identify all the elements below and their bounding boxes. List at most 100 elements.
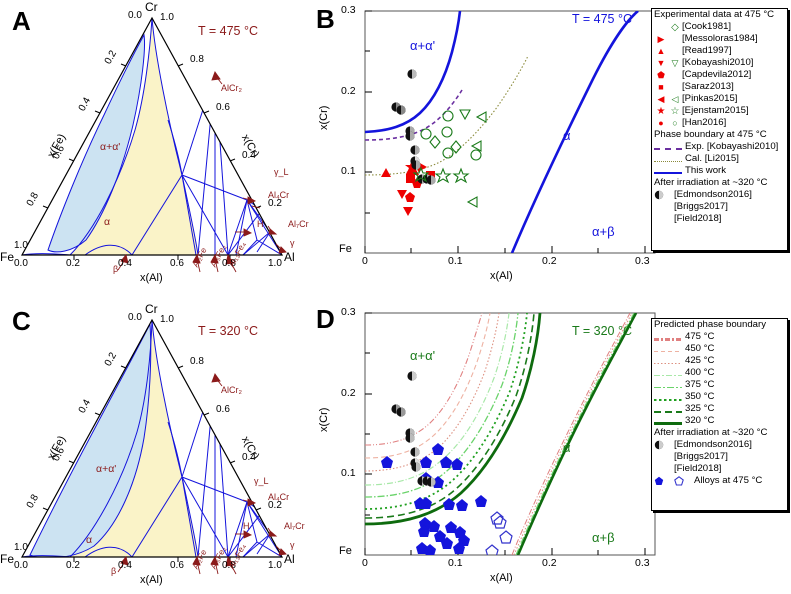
panel-d-plot [364, 312, 656, 556]
panel-a-temperature: T = 475 °C [198, 24, 259, 38]
panel-c-phase-h: H [243, 521, 250, 531]
legend-d-line-450[interactable]: 450 °C [652, 343, 787, 355]
legend-d-header-irradiation: After irradiation at ~320 °C [654, 427, 768, 438]
panel-a-phase-beta: β [113, 264, 119, 274]
legend-b-entry-capdevila2012[interactable]: ⬟ [Capdevila2012] [652, 69, 787, 81]
pentagon-filled-icon [654, 476, 674, 486]
panel-c-bottom-tick-3: 0.6 [170, 560, 184, 571]
panel-a-bottom-tick-4: 0.8 [222, 258, 236, 269]
legend-d-label-edmondson2016: [Edmondson2016] [674, 439, 752, 450]
half-circle-icon [654, 440, 674, 450]
panel-c-axis-xal: x(Al) [140, 574, 163, 586]
legend-d-line-475[interactable]: 475 °C [652, 331, 787, 343]
legend-b-label-edmondson2016: [Edmondson2016] [674, 189, 752, 200]
panel-a-corner-fe: Fe [0, 250, 15, 264]
legend-d-line-320[interactable]: 320 °C [652, 415, 787, 427]
panel-a-bottom-tick-5: 1.0 [268, 258, 282, 269]
legend-b-entry-kobayashi2010[interactable]: ▼ ▽ [Kobayashi2010] [652, 57, 787, 69]
panel-c-corner-cr: Cr [145, 302, 158, 316]
panel-b-ytick-0.2: 0.2 [341, 85, 356, 97]
legend-b-label-cal-li2015: Cal. [Li2015] [685, 153, 739, 164]
triangle-left-icon: ◀ [657, 93, 665, 104]
panel-c-right-tick-3: 0.2 [268, 500, 282, 511]
legend-b-header-phase-boundary: Phase boundary at 475 °C [654, 129, 767, 140]
panel-d-temperature: T = 320 °C [572, 324, 633, 338]
legend-b-entry-read1997[interactable]: ▲ [Read1997] [652, 45, 787, 57]
legend-b-entry-pinkas2015[interactable]: ◀ ◁ [Pinkas2015] [652, 93, 787, 105]
panel-b-xtick-0.1: 0.1 [448, 255, 463, 267]
panel-b-xtick-0: 0 [362, 255, 368, 267]
legend-d-entry-edmondson2016[interactable]: [Edmondson2016] [652, 439, 787, 451]
legend-b-entry-saraz2013[interactable]: ■ [Saraz2013] [652, 81, 787, 93]
legend-b-entry-field2018[interactable]: [Field2018] [652, 213, 787, 225]
legend-b-entry-briggs2017[interactable]: [Briggs2017] [652, 201, 787, 213]
legend-d-line-425[interactable]: 425 °C [652, 355, 787, 367]
legend-b-entry-ejenstam2015[interactable]: ★ ☆ [Ejenstam2015] [652, 105, 787, 117]
panel-b-xlabel: x(Al) [490, 270, 513, 282]
panel-d-region-alpha-prime: α+α' [410, 348, 436, 363]
legend-b-label-messoloras1984: [Messoloras1984] [682, 33, 758, 44]
panel-c-right-tick-2: 0.4 [242, 452, 256, 463]
panel-b-legend: Experimental data at 475 °C ◇ [Cook1981]… [651, 8, 788, 251]
panel-d-region-alpha: α [563, 440, 571, 455]
pentagon-open-icon [674, 476, 694, 486]
legend-b-label-briggs2017: [Briggs2017] [674, 201, 728, 212]
panel-a-right-tick-3: 0.2 [268, 198, 282, 209]
panel-b-xtick-0.2: 0.2 [542, 255, 557, 267]
panel-a-phase-gamma-l: γ_L [274, 167, 289, 177]
legend-b-label-ejenstam2015: [Ejenstam2015] [682, 105, 749, 116]
panel-c-phase-gamma: γ [290, 540, 295, 550]
triangle-down-icon: ▼ [656, 58, 666, 68]
legend-b-line-this-work[interactable]: This work [652, 165, 787, 177]
panel-a-right-tick-2: 0.4 [242, 150, 256, 161]
panel-c-bottom-tick-1: 0.2 [66, 560, 80, 571]
legend-d-line-325[interactable]: 325 °C [652, 403, 787, 415]
panel-b-region-alpha-prime: α+α' [410, 38, 436, 53]
panel-c-top-tick-1: 1.0 [160, 314, 174, 325]
legend-d-entry-alloys[interactable]: Alloys at 475 °C [652, 475, 787, 487]
legend-d-label-375: 375 °C [685, 379, 715, 390]
panel-d-ytick-0.1: 0.1 [341, 467, 356, 479]
legend-d-line-375[interactable]: 375 °C [652, 379, 787, 391]
panel-d-region-alpha-beta: α+β [592, 530, 615, 545]
panel-c-phase-alcr2: AlCr₂ [221, 385, 242, 395]
panel-a-top-tick-1: 1.0 [160, 12, 174, 23]
panel-a-phase-alcr2: AlCr₂ [221, 83, 242, 93]
panel-b-region-alpha: α [563, 128, 571, 143]
legend-b-header-experimental: Experimental data at 475 °C [654, 9, 775, 20]
legend-b-entry-han2016[interactable]: ● ○ [Han2016] [652, 117, 787, 129]
panel-b-scatter-475: B T = 475 °C [300, 0, 656, 292]
legend-b-label-han2016: [Han2016] [682, 117, 727, 128]
legend-b-label-capdevila2012: [Capdevila2012] [682, 69, 752, 80]
panel-d-legend: Predicted phase boundary 475 °C 450 °C 4… [651, 318, 788, 511]
panel-a-right-tick-0: 0.8 [190, 54, 204, 65]
legend-b-entry-cook1981[interactable]: ◇ [Cook1981] [652, 21, 787, 33]
square-icon: ■ [658, 82, 664, 92]
legend-d-entry-briggs2017[interactable]: [Briggs2017] [652, 451, 787, 463]
panel-a-bottom-tick-0: 0.0 [14, 258, 28, 269]
solid-line-icon [654, 422, 682, 425]
panel-a-label: A [12, 6, 31, 36]
panel-d-ytick-0.3: 0.3 [341, 306, 356, 318]
panel-a-right-tick-1: 0.6 [216, 102, 230, 113]
legend-b-line-cal-li2015[interactable]: Cal. [Li2015] [652, 153, 787, 165]
legend-b-entry-edmondson2016[interactable]: [Edmondson2016] [652, 189, 787, 201]
panel-c-bottom-tick-0: 0.0 [14, 560, 28, 571]
panel-c-top-tick-0: 0.0 [128, 312, 142, 323]
panel-c-diagram [20, 318, 287, 575]
panel-b-ytick-0.1: 0.1 [341, 165, 356, 177]
legend-d-label-425: 425 °C [685, 355, 715, 366]
legend-d-entry-field2018[interactable]: [Field2018] [652, 463, 787, 475]
legend-d-line-350[interactable]: 350 °C [652, 391, 787, 403]
legend-b-line-exp-kobayashi[interactable]: Exp. [Kobayashi2010] [652, 141, 787, 153]
dashed-line-icon [654, 148, 682, 150]
panel-c-label: C [12, 306, 31, 336]
panel-d-label: D [316, 304, 335, 334]
legend-d-line-400[interactable]: 400 °C [652, 367, 787, 379]
legend-b-label-field2018: [Field2018] [674, 213, 722, 224]
panel-a-phase-al7cr: Al₇Cr [288, 219, 309, 229]
triangle-up-icon: ▲ [656, 46, 666, 56]
legend-b-entry-messoloras1984[interactable]: ▶ [Messoloras1984] [652, 33, 787, 45]
triangle-left-open-icon: ◁ [671, 93, 679, 104]
panel-b-temperature: T = 475 °C [572, 12, 633, 26]
